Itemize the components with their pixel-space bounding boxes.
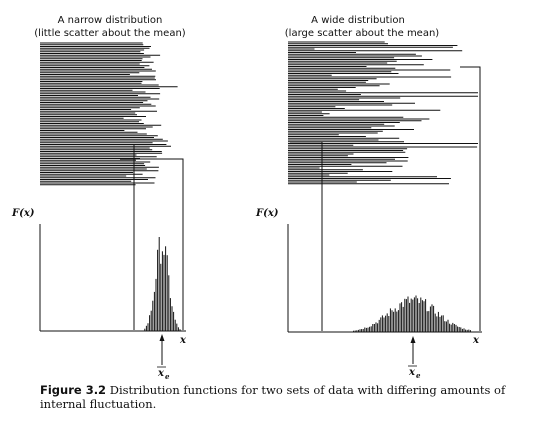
wide-left-connector — [290, 141, 323, 331]
narrow-x-axis-label: x — [179, 335, 187, 346]
narrow-mean-subscript: e — [165, 372, 170, 381]
narrow-histogram — [144, 237, 181, 331]
narrow-y-axis-label: F(x) — [11, 208, 35, 219]
narrow-distribution-panel: A narrow distribution (little scatter ab… — [11, 15, 187, 381]
figure-label: Figure 3.2 — [40, 383, 107, 397]
narrow-data-lines — [40, 42, 178, 186]
wide-x-axis-label: x — [472, 335, 480, 346]
wide-mean-subscript: e — [416, 371, 421, 380]
wide-data-lines — [288, 41, 478, 185]
wide-histogram — [353, 295, 471, 332]
wide-title-line2: (large scatter about the mean) — [285, 28, 440, 39]
narrow-title-line2: (little scatter about the mean) — [34, 28, 186, 39]
wide-mean-label: x — [408, 367, 416, 378]
wide-distribution-panel: A wide distribution (large scatter about… — [255, 15, 482, 380]
wide-y-axis-label: F(x) — [255, 208, 279, 219]
figure-caption: Figure 3.2 Distribution functions for tw… — [40, 383, 510, 411]
narrow-mean-arrow — [159, 334, 165, 365]
wide-mean-arrow — [410, 336, 416, 364]
narrow-right-connector — [120, 158, 184, 330]
wide-title-line1: A wide distribution — [311, 15, 405, 26]
caption-text: Distribution functions for two sets of d… — [40, 383, 506, 411]
narrow-title-line1: A narrow distribution — [58, 15, 163, 26]
wide-right-connector — [460, 66, 481, 331]
narrow-mean-label: x — [157, 368, 165, 379]
